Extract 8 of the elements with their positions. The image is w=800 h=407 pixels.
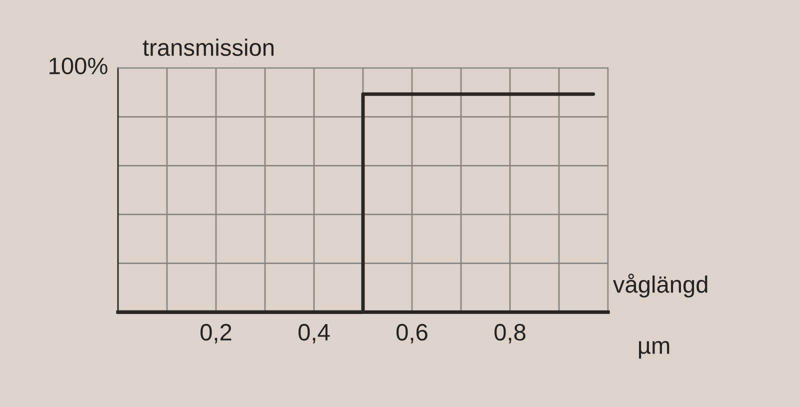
x-tick-label: 0,8: [494, 324, 526, 344]
x-tick-label: 0,2: [200, 324, 232, 344]
x-axis-title: våglängd: [612, 274, 708, 298]
x-tick-label: 0,6: [396, 324, 428, 344]
x-tick-label: 0,4: [298, 324, 330, 344]
y-axis-title: transmission: [142, 38, 274, 56]
text: 100%: [50, 58, 108, 74]
text: µm: [639, 340, 670, 359]
